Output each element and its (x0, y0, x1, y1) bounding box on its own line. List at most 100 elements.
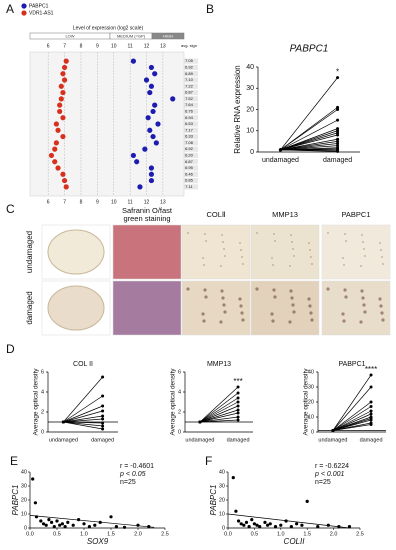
pair-line (280, 143, 338, 151)
dot (101, 417, 105, 421)
avg-value: 6.33 (185, 134, 194, 139)
dot (236, 411, 240, 415)
point (284, 519, 288, 523)
avg-value: 6.92 (185, 146, 194, 151)
dot (336, 137, 340, 141)
pair-line (280, 77, 338, 151)
dot (198, 420, 202, 424)
pair-line (63, 395, 103, 423)
y-tick-label: 30 (308, 384, 314, 390)
avg-header: avg. sign (181, 43, 197, 48)
cell (239, 304, 243, 308)
dot (101, 409, 105, 413)
cell (308, 242, 310, 244)
micrograph (112, 280, 182, 336)
point (50, 520, 54, 525)
point (34, 515, 39, 519)
y-axis-label: Average optical density (303, 368, 310, 436)
dot (236, 400, 240, 404)
avg-value: 6.53 (185, 121, 194, 126)
point (273, 525, 278, 529)
avg-value: 7.05 (185, 58, 194, 63)
point (82, 522, 86, 526)
cell (310, 256, 312, 258)
y-tick-label: 20 (21, 497, 27, 503)
pair-line (63, 410, 103, 423)
pair-line (199, 412, 239, 423)
avg-value: 7.52 (185, 96, 194, 101)
y-axis-label: PABPC1 (11, 485, 20, 516)
pair-line (199, 419, 239, 423)
dot (101, 421, 105, 425)
dot (145, 115, 151, 121)
cell (204, 295, 208, 299)
point (305, 499, 309, 503)
dot (148, 171, 155, 177)
point (114, 525, 118, 529)
cell (241, 318, 245, 322)
dot (61, 64, 68, 71)
dot (336, 149, 340, 153)
x-tick-label: 9 (96, 43, 99, 49)
stat-text: p < 0.05 (119, 471, 146, 478)
point (255, 523, 259, 527)
significance: *** (233, 377, 242, 386)
cell (307, 297, 311, 301)
cell (202, 257, 204, 259)
pair-line (63, 405, 103, 423)
point (239, 522, 243, 526)
dot (60, 71, 66, 77)
row-band (180, 89, 198, 96)
point (250, 518, 254, 522)
dot (101, 427, 105, 431)
cell (359, 320, 363, 324)
level-label: HIGH (163, 33, 173, 38)
x-tick-label: 7 (63, 199, 66, 205)
point (242, 523, 246, 527)
avg-value: 6.89 (185, 71, 194, 76)
dot (152, 71, 158, 77)
pair-line (332, 410, 372, 431)
avg-value: 6.87 (185, 90, 194, 95)
cell (219, 320, 223, 324)
cell (222, 241, 224, 243)
cell (308, 304, 312, 308)
cell (362, 241, 364, 243)
dot (130, 152, 136, 159)
level-label: LOW (65, 33, 74, 38)
y-tick-label: 0 (311, 429, 314, 435)
chart-title: PABPC1 (290, 44, 329, 55)
x-tick-label: damaged (227, 437, 250, 443)
level-box (151, 32, 185, 40)
dot (61, 420, 65, 424)
plot-area (29, 51, 185, 197)
dot (336, 139, 340, 143)
cell (381, 318, 385, 322)
x-tick-label: 2.5 (161, 531, 169, 537)
cell (289, 289, 293, 293)
dot (143, 77, 150, 83)
x-tick-label: 6 (47, 43, 50, 49)
avg-value: 7.08 (185, 140, 194, 145)
avg-value: 6.76 (185, 108, 194, 113)
cell (288, 320, 292, 324)
x-tick-label: 1.0 (277, 531, 285, 537)
dot (61, 77, 68, 83)
avg-value: 7.17 (185, 127, 194, 132)
dot (331, 429, 335, 432)
dot (57, 108, 63, 115)
x-tick-label: 10 (111, 199, 117, 205)
y-tick-label: 4 (178, 389, 181, 395)
pair-line (199, 386, 239, 423)
point (289, 525, 293, 529)
cell (238, 297, 242, 301)
x-tick-label: 0.0 (26, 531, 34, 537)
micrograph (321, 224, 391, 280)
cell (292, 248, 294, 250)
point (326, 523, 330, 527)
pair-line (332, 386, 372, 431)
dot (147, 127, 153, 133)
row-label: damaged (25, 291, 34, 324)
tissue-photo (47, 285, 105, 331)
x-tick-label: 13 (160, 199, 166, 205)
